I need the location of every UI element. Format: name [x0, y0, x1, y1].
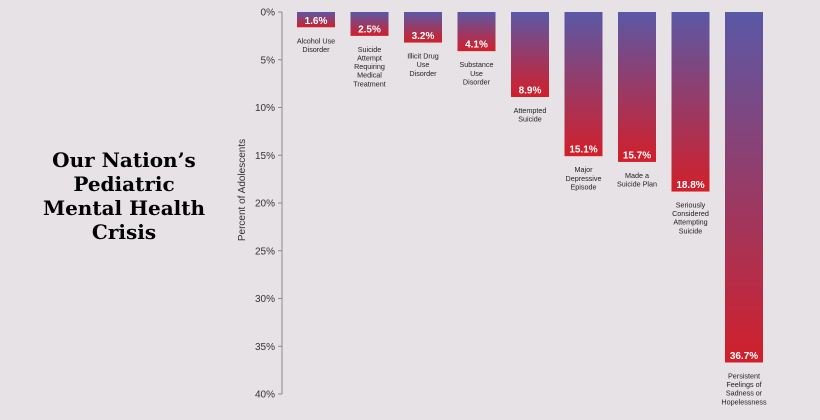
- category-label-line: Suicide Plan: [617, 180, 657, 189]
- y-tick-label: 10%: [255, 103, 275, 114]
- category-label-line: Major: [575, 165, 594, 174]
- bar-value-label: 2.5%: [358, 24, 381, 35]
- bar: [671, 12, 710, 192]
- y-tick-label: 40%: [255, 390, 275, 401]
- category-label-line: Medical: [357, 71, 382, 80]
- y-tick-label: 5%: [261, 55, 276, 66]
- bar-value-label: 18.8%: [676, 180, 704, 191]
- bar-value-label: 8.9%: [519, 85, 542, 96]
- category-label-line: Illicit Drug: [407, 52, 439, 61]
- category-label-line: Seriously: [676, 201, 706, 210]
- bar: [297, 12, 335, 28]
- bar: [511, 12, 549, 97]
- category-label-line: Suicide: [679, 226, 703, 235]
- category-label-line: Made a: [625, 171, 649, 180]
- category-label-line: Attempt: [357, 53, 382, 62]
- bar-value-label: 15.7%: [623, 150, 651, 161]
- bar: [564, 12, 603, 157]
- category-label-line: Disorder: [302, 45, 330, 54]
- bar-category-label: Attempted Suicide: [514, 106, 547, 124]
- bar-group: 18.8% Seriously Considered Attempting Suicid…: [671, 12, 710, 236]
- category-label-line: Suicide: [518, 115, 542, 124]
- category-label-line: Disorder: [409, 69, 437, 78]
- category-label-line: Use: [417, 60, 430, 69]
- bar-value-label: 15.1%: [569, 145, 597, 156]
- category-label-line: Considered: [672, 209, 709, 218]
- category-label-line: Feelings of: [726, 380, 761, 389]
- y-tick-label: 20%: [255, 199, 275, 210]
- category-label-line: Use: [470, 69, 483, 78]
- category-label-line: Depressive: [566, 174, 602, 183]
- bar-category-label: Suicide Attempt Requiring Medical Treatment: [353, 45, 386, 88]
- bar-category-label: Made a Suicide Plan: [617, 171, 657, 189]
- headline-line-2: Pediatric: [73, 172, 175, 196]
- category-label-line: Attempting: [673, 218, 707, 227]
- y-tick-label: 30%: [255, 294, 275, 305]
- bar: [618, 12, 656, 162]
- headline-line-3: Mental Health: [42, 196, 206, 220]
- bar-category-label: Persistent Feelings of Sadness or Hopelessn…: [721, 371, 767, 406]
- bar: [457, 12, 496, 52]
- bar-category-label: Alcohol Use Disorder: [297, 36, 335, 54]
- bar-group: 15.1% Major Depressive Episode: [564, 12, 603, 191]
- category-label-line: Sadness or: [726, 389, 763, 398]
- category-label-line: Requiring: [354, 62, 385, 71]
- bar-value-label: 1.6%: [305, 16, 328, 27]
- y-tick-label: 15%: [255, 151, 275, 162]
- y-tick-label: 35%: [255, 342, 275, 353]
- bar-group: 3.2% Illicit Drug Use Disorder: [404, 12, 442, 78]
- y-tick-label: 25%: [255, 246, 275, 257]
- category-label-line: Treatment: [353, 79, 386, 88]
- y-tick-label: 0%: [261, 8, 276, 19]
- bar-group: 2.5% Suicide Attempt Requiring Medical Treatm…: [350, 12, 389, 88]
- bar-value-label: 4.1%: [465, 40, 488, 51]
- category-label-line: Hopelessness: [721, 397, 767, 406]
- bar-category-label: Illicit Drug Use Disorder: [407, 52, 439, 78]
- headline-line-1: Our Nation’s: [52, 148, 196, 172]
- bar-category-label: Major Depressive Episode: [566, 165, 602, 191]
- bar: [725, 12, 763, 363]
- bar-value-label: 36.7%: [730, 351, 758, 362]
- headline-line-4: Crisis: [91, 220, 157, 244]
- bar-value-label: 3.2%: [412, 31, 435, 42]
- category-label-line: Persistent: [728, 371, 760, 380]
- bar: [404, 12, 442, 43]
- bar-group: 1.6% Alcohol Use Disorder: [297, 12, 335, 54]
- bar-group: 8.9% Attempted Suicide: [511, 12, 549, 124]
- bar-category-label: Seriously Considered Attempting Suicide: [672, 201, 709, 236]
- category-label-line: Episode: [571, 182, 597, 191]
- category-label-line: Attempted: [514, 106, 547, 115]
- y-axis: 0% 5% 10% 15% 20% 25% 30% 35% 40%: [255, 8, 283, 401]
- bar-group: 4.1% Substance Use Disorder: [457, 12, 496, 86]
- y-axis-label: Percent of Adolescents: [237, 139, 248, 241]
- bar-group: 36.7% Persistent Feelings of Sadness or Hope…: [721, 12, 767, 406]
- bar: [350, 12, 389, 36]
- category-label-line: Substance: [460, 60, 494, 69]
- category-label-line: Alcohol Use: [297, 36, 335, 45]
- bar-group: 15.7% Made a Suicide Plan: [617, 12, 657, 189]
- category-label-line: Suicide: [358, 45, 382, 54]
- category-label-line: Disorder: [463, 77, 491, 86]
- bar-category-label: Substance Use Disorder: [460, 60, 494, 86]
- headline: Our Nation’s Pediatric Mental Health Cri…: [20, 148, 228, 244]
